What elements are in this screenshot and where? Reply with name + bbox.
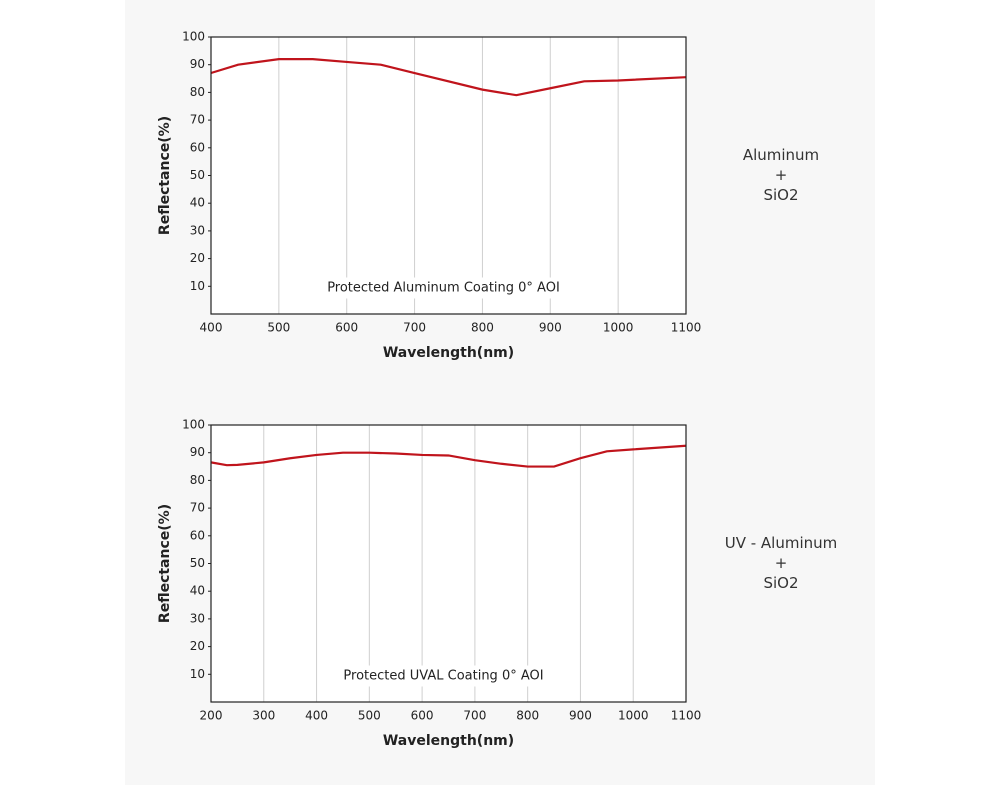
annotation-bg (337, 665, 550, 687)
plot-area (211, 37, 686, 314)
x-tick-label: 300 (252, 709, 275, 723)
side-label: + (775, 554, 788, 572)
x-tick-label: 900 (569, 709, 592, 723)
y-tick-label: 60 (190, 140, 205, 154)
data-line (210, 444, 687, 468)
y-tick-label: 100 (182, 418, 205, 432)
side-label: SiO2 (763, 186, 798, 204)
y-tick-label: 80 (190, 473, 205, 487)
y-tick-label: 100 (182, 30, 205, 44)
y-tick-label: 50 (190, 556, 205, 570)
x-tick-label: 700 (463, 709, 486, 723)
x-tick-label: 400 (305, 709, 328, 723)
y-tick-label: 50 (190, 168, 205, 182)
y-tick-label: 70 (190, 501, 205, 515)
data-line (210, 58, 687, 97)
x-tick-label: 500 (267, 321, 290, 335)
x-tick-label: 600 (411, 709, 434, 723)
x-tick-label: 1000 (603, 321, 634, 335)
y-tick-label: 90 (190, 57, 205, 71)
y-tick-label: 20 (190, 639, 205, 653)
annotation-bg (321, 277, 566, 299)
y-tick-label: 10 (190, 667, 205, 681)
side-label: SiO2 (763, 574, 798, 592)
y-tick-label: 40 (190, 196, 205, 210)
x-tick-label: 500 (358, 709, 381, 723)
y-axis-title: Reflectance(%) (157, 504, 173, 623)
x-tick-label: 800 (471, 321, 494, 335)
y-tick-label: 80 (190, 85, 205, 99)
y-tick-label: 60 (190, 528, 205, 542)
x-tick-label: 900 (539, 321, 562, 335)
x-tick-label: 800 (516, 709, 539, 723)
side-label: UV - Aluminum (725, 534, 838, 552)
x-tick-label: 700 (403, 321, 426, 335)
y-tick-label: 70 (190, 113, 205, 127)
side-label: Aluminum (743, 146, 819, 164)
y-tick-label: 30 (190, 611, 205, 625)
plot-frame (210, 36, 687, 315)
y-tick-label: 90 (190, 445, 205, 459)
x-tick-label: 200 (200, 709, 223, 723)
x-tick-label: 600 (335, 321, 358, 335)
plot-frame (210, 424, 687, 703)
y-tick-label: 30 (190, 223, 205, 237)
x-tick-label: 1000 (618, 709, 649, 723)
x-axis-title: Wavelength(nm) (383, 345, 514, 361)
y-tick-label: 10 (190, 279, 205, 293)
y-tick-label: 20 (190, 251, 205, 265)
x-tick-label: 1100 (671, 321, 702, 335)
side-label: + (775, 166, 788, 184)
y-axis-title: Reflectance(%) (157, 116, 173, 235)
annotation: Protected UVAL Coating 0° AOI (343, 669, 543, 684)
x-tick-label: 400 (200, 321, 223, 335)
x-axis-title: Wavelength(nm) (383, 733, 514, 749)
x-tick-label: 1100 (671, 709, 702, 723)
annotation: Protected Aluminum Coating 0° AOI (327, 281, 560, 296)
plot-area (211, 425, 686, 702)
y-tick-label: 40 (190, 584, 205, 598)
